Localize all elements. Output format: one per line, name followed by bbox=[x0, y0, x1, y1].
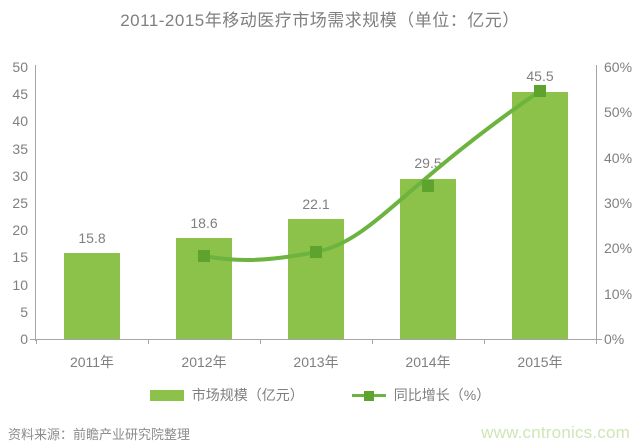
x-axis-tickmark-1 bbox=[148, 339, 149, 344]
bar-value-label-2012: 18.6 bbox=[190, 215, 218, 231]
y-axis-left-tick-6: 30 bbox=[12, 167, 28, 184]
y-axis-right-tickmark-0 bbox=[596, 339, 601, 340]
bar-value-label-2011: 15.8 bbox=[78, 230, 106, 246]
bar-2013[interactable] bbox=[288, 218, 344, 339]
y-axis-left-tick-5: 25 bbox=[12, 195, 28, 211]
growth-rate-line-path bbox=[202, 89, 542, 263]
growth-rate-marker-2012[interactable] bbox=[198, 250, 210, 262]
y-axis-left-tick-1: 5 bbox=[20, 303, 28, 320]
y-axis-left-tick-2: 10 bbox=[12, 276, 28, 293]
legend-bar-label: 市场规模（亿元） bbox=[191, 387, 304, 403]
y-axis-right-tick-1: 10% bbox=[604, 285, 633, 302]
x-axis-label-2012: 2012年 bbox=[181, 354, 227, 370]
bar-2014[interactable] bbox=[400, 178, 456, 339]
legend-bar-swatch-icon bbox=[149, 389, 184, 401]
y-axis-left-tick-4: 20 bbox=[12, 222, 28, 239]
y-axis-right-tick-4: 40% bbox=[604, 149, 633, 166]
y-axis-right-tick-3: 30% bbox=[604, 195, 633, 211]
y-axis-left-tick-8: 40 bbox=[12, 113, 28, 130]
bar-value-label-2013: 22.1 bbox=[302, 196, 330, 212]
bar-value-label-2015: 45.5 bbox=[526, 68, 554, 84]
legend-item-bar[interactable]: 市场规模（亿元） bbox=[149, 385, 304, 405]
bar-value-label-2014: 29.5 bbox=[414, 155, 442, 171]
x-axis-tickmark-4 bbox=[484, 339, 485, 344]
y-axis-left-tick-7: 35 bbox=[12, 140, 28, 157]
watermark-text: www.cntronics.com bbox=[481, 423, 630, 442]
chart-title: 2011-2015年移动医疗市场需求规模（单位：亿元） bbox=[120, 11, 520, 30]
x-axis-tickmark-3 bbox=[372, 339, 373, 344]
legend-line-marker bbox=[363, 390, 374, 401]
y-axis-right-tick-0: 0% bbox=[604, 331, 625, 347]
source-note: 资料来源：前瞻产业研究院整理 bbox=[8, 427, 191, 442]
growth-rate-line-series bbox=[198, 85, 546, 263]
legend-line-label: 同比增长（%） bbox=[393, 387, 491, 403]
y-axis-left-tick-9: 45 bbox=[12, 86, 28, 103]
y-axis-right-line bbox=[596, 65, 597, 341]
x-axis-tickmark-5 bbox=[596, 339, 597, 344]
chart-legend: 市场规模（亿元） 同比增长（%） bbox=[0, 385, 640, 405]
y-axis-right-tick-5: 50% bbox=[604, 104, 633, 121]
growth-rate-marker-2013[interactable] bbox=[310, 246, 322, 258]
y-axis-right-tick-2: 20% bbox=[604, 240, 633, 257]
y-axis-left-tickmark-0 bbox=[31, 339, 36, 340]
x-axis-label-2011: 2011年 bbox=[69, 354, 115, 370]
x-axis-line bbox=[30, 339, 602, 340]
growth-rate-marker-2015[interactable] bbox=[534, 85, 546, 97]
y-axis-left-tick-0: 0 bbox=[20, 331, 28, 347]
x-axis-label-2013: 2013年 bbox=[293, 354, 339, 370]
x-axis-label-2015: 2015年 bbox=[517, 354, 563, 370]
y-axis-right-tick-6: 60% bbox=[604, 59, 633, 75]
x-axis-tickmark-0 bbox=[36, 339, 37, 344]
bar-2015[interactable] bbox=[512, 91, 568, 339]
x-axis-label-2014: 2014年 bbox=[405, 354, 451, 370]
legend-item-line[interactable]: 同比增长（%） bbox=[351, 385, 491, 405]
bar-2011[interactable] bbox=[64, 253, 120, 339]
y-axis-left-tick-3: 15 bbox=[12, 249, 28, 266]
y-axis-left-line bbox=[35, 65, 36, 341]
plot-area bbox=[36, 67, 596, 339]
growth-rate-marker-2014[interactable] bbox=[422, 180, 434, 192]
x-axis-tickmark-2 bbox=[260, 339, 261, 344]
y-axis-left-tick-10: 50 bbox=[12, 59, 28, 75]
legend-line-swatch-icon bbox=[351, 390, 386, 401]
